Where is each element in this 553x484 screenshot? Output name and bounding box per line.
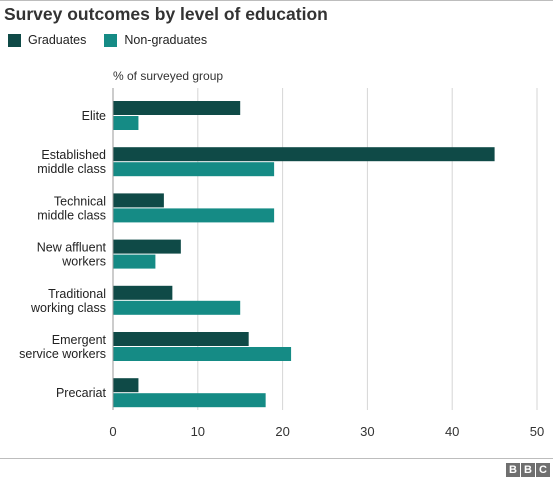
category-label-3-1: workers <box>61 255 106 269</box>
logo-block-b2: B <box>521 463 535 477</box>
category-label-5-1: service workers <box>19 347 106 361</box>
category-label-4-0: Traditional <box>48 287 106 301</box>
bbc-logo: B B C <box>506 463 550 477</box>
legend-swatch-graduates <box>8 33 21 47</box>
bar-non-graduates-5 <box>113 347 292 361</box>
legend-item-graduates: Graduates <box>8 33 86 47</box>
bar-non-graduates-4 <box>113 300 241 315</box>
x-tick-label-30: 30 <box>360 424 374 439</box>
x-tick-label-20: 20 <box>275 424 289 439</box>
category-label-0-0: Elite <box>82 109 106 123</box>
category-label-5-0: Emergent <box>52 333 107 347</box>
x-tick-label-40: 40 <box>445 424 459 439</box>
legend-label-graduates: Graduates <box>28 33 87 47</box>
legend-item-non-graduates: Non-graduates <box>104 33 207 47</box>
bar-graduates-6 <box>113 378 139 393</box>
category-label-2-1: middle class <box>37 208 106 222</box>
bar-graduates-2 <box>113 193 164 208</box>
logo-block-c: C <box>536 463 550 477</box>
legend-label-non-graduates: Non-graduates <box>124 33 208 47</box>
category-label-6-0: Precariat <box>56 386 107 400</box>
bar-non-graduates-0 <box>113 116 139 130</box>
bar-non-graduates-2 <box>113 208 275 223</box>
x-tick-label-10: 10 <box>191 424 205 439</box>
legend-swatch-non-graduates <box>104 33 118 47</box>
bottom-rule <box>0 458 553 459</box>
category-label-2-0: Technical <box>54 194 106 208</box>
category-label-1-0: Established <box>41 148 106 162</box>
bar-graduates-3 <box>113 239 181 254</box>
category-label-4-1: working class <box>30 301 106 315</box>
bar-graduates-4 <box>113 285 173 300</box>
bar-non-graduates-1 <box>113 162 275 177</box>
category-label-1-1: middle class <box>37 162 106 176</box>
bar-graduates-0 <box>113 101 241 115</box>
category-label-3-0: New affluent <box>37 241 107 255</box>
bar-non-graduates-3 <box>113 254 156 269</box>
x-tick-label-50: 50 <box>530 424 544 439</box>
logo-block-b1: B <box>506 463 520 477</box>
bar-graduates-5 <box>113 332 249 346</box>
x-tick-label-0: 0 <box>109 424 116 439</box>
chart-legend: Graduates Non-graduates <box>8 33 225 47</box>
top-rule <box>0 0 553 1</box>
bar-non-graduates-6 <box>113 393 266 408</box>
chart-title: Survey outcomes by level of education <box>4 4 328 24</box>
bar-graduates-1 <box>113 147 495 162</box>
axis-title: % of surveyed group <box>113 69 223 83</box>
